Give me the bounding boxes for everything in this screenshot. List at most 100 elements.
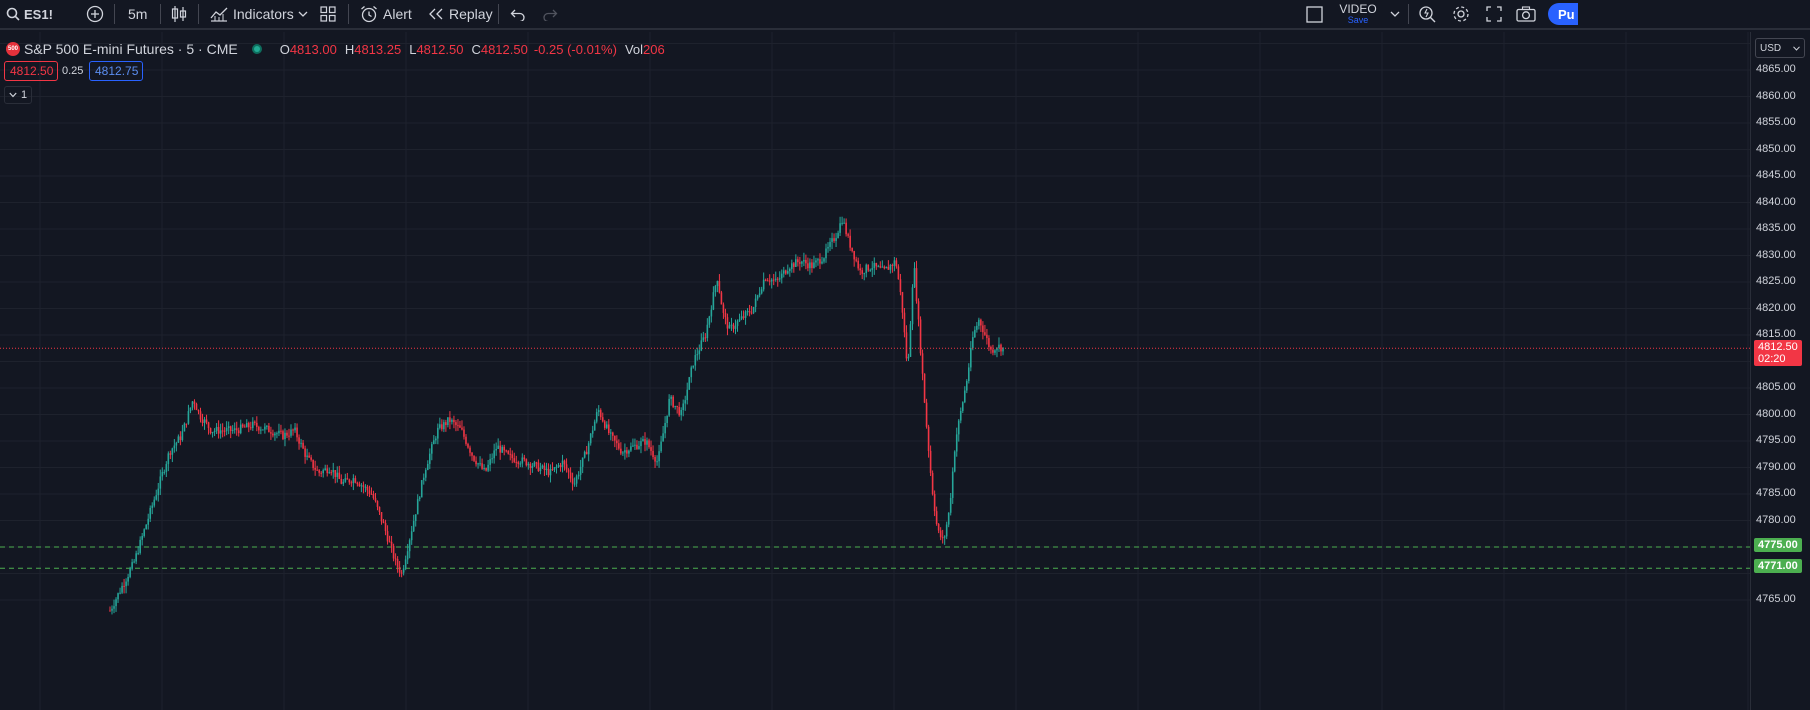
sell-button[interactable]: 4812.50: [4, 61, 58, 81]
candle-body: [599, 410, 602, 418]
candle-body: [841, 222, 843, 224]
candle-body: [481, 463, 483, 469]
candle-body: [260, 429, 262, 431]
candle-body: [949, 497, 952, 513]
candle-body: [119, 592, 121, 594]
buy-button[interactable]: 4812.75: [89, 61, 143, 81]
candle-body: [376, 501, 379, 507]
candle-body: [628, 450, 630, 454]
indicators-button[interactable]: Indicators: [210, 0, 294, 28]
candle-body: [945, 524, 948, 537]
candle-body: [652, 450, 654, 457]
layout-button[interactable]: [320, 0, 336, 28]
candle-body: [784, 270, 787, 274]
candle-body: [736, 321, 739, 327]
candle-body: [459, 425, 461, 428]
candle-body: [308, 455, 310, 458]
video-dropdown[interactable]: [1390, 0, 1400, 28]
candle-body: [835, 238, 837, 241]
market-status-icon: [251, 44, 262, 54]
candle-body: [404, 559, 407, 569]
candle-body: [774, 278, 777, 280]
candle-body: [789, 268, 791, 272]
indicators-dropdown[interactable]: [298, 0, 308, 28]
candle-body: [493, 450, 495, 459]
candle-body: [849, 235, 851, 248]
level-tag-2[interactable]: 4771.00: [1754, 559, 1802, 573]
chart-type-button[interactable]: [171, 0, 187, 28]
candle-body: [642, 439, 644, 442]
candle-body: [147, 518, 150, 525]
currency-selector[interactable]: USD: [1755, 38, 1805, 58]
price-scale[interactable]: USD: [1750, 32, 1810, 710]
candle-body: [276, 433, 278, 435]
snapshot-button[interactable]: [1516, 0, 1536, 28]
candle-body: [982, 325, 984, 333]
candle-body: [117, 593, 119, 600]
candle-body: [813, 262, 815, 268]
candle-body: [551, 469, 554, 471]
settings-button[interactable]: [1452, 0, 1470, 28]
candle-body: [272, 433, 274, 436]
candle-body: [843, 222, 845, 224]
fullscreen-layout-button[interactable]: [1306, 0, 1323, 28]
symbol-search-button[interactable]: ES1!: [6, 0, 53, 28]
candle-body: [322, 470, 324, 474]
candle-body: [865, 264, 868, 274]
candle-body: [927, 426, 930, 451]
candle-body: [708, 316, 711, 325]
candle-body: [648, 440, 650, 448]
candle-body: [545, 468, 548, 470]
chart-canvas[interactable]: [0, 32, 1750, 710]
candle-body: [372, 493, 375, 499]
publish-button[interactable]: Pu: [1548, 3, 1578, 25]
candle-body: [465, 436, 467, 444]
candle-body: [742, 316, 745, 318]
toolbar-divider: [198, 4, 199, 24]
compare-symbol-button[interactable]: [86, 0, 104, 28]
toolbar-divider: [114, 4, 115, 24]
candle-body: [495, 448, 497, 451]
candle-body: [758, 293, 761, 296]
candle-body: [428, 453, 431, 464]
candle-body: [662, 433, 664, 442]
candle-body: [173, 445, 176, 449]
candle-body: [247, 423, 250, 428]
candle-body: [433, 440, 435, 445]
candle-body: [974, 329, 976, 338]
candle-body: [972, 337, 974, 349]
candle-body: [312, 459, 314, 468]
legend-collapse-toggle[interactable]: 1: [4, 86, 32, 104]
candle-body: [233, 428, 236, 430]
legend-symbol-title[interactable]: S&P 500 E-mini Futures · 5 · CME: [24, 41, 238, 57]
volume-label: Vol: [624, 41, 644, 57]
redo-button[interactable]: [542, 0, 558, 28]
candle-body: [674, 405, 676, 407]
candle-body: [939, 530, 942, 538]
candle-body: [710, 309, 713, 317]
candle-body: [197, 410, 200, 412]
undo-button[interactable]: [510, 0, 526, 28]
candle-body: [211, 432, 214, 434]
candle-body: [380, 512, 383, 522]
candle-body: [463, 429, 465, 437]
replay-button[interactable]: Replay: [428, 0, 493, 28]
rewind-icon: [429, 8, 443, 20]
candle-body: [153, 499, 156, 506]
alert-button[interactable]: Alert: [360, 0, 412, 28]
horizontal-levels[interactable]: [0, 546, 1750, 569]
level-tag-1[interactable]: 4775.00: [1754, 538, 1802, 552]
candle-body: [499, 445, 501, 453]
candle-body: [113, 606, 115, 609]
candle-body: [262, 429, 264, 431]
fullscreen-button[interactable]: [1486, 0, 1502, 28]
candle-body: [873, 262, 876, 269]
interval-label: 5m: [128, 6, 148, 22]
candle-body: [664, 423, 666, 434]
interval-button[interactable]: 5m: [128, 0, 147, 28]
price-scale-label: 4795.00: [1756, 434, 1796, 446]
quick-search-button[interactable]: [1418, 0, 1436, 28]
candle-body: [612, 432, 614, 436]
video-save-button[interactable]: VIDEO Save: [1336, 0, 1380, 28]
candle-body: [439, 424, 441, 428]
